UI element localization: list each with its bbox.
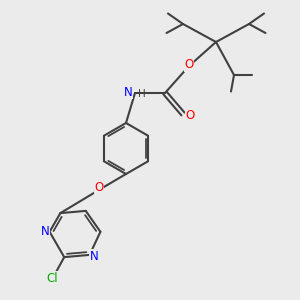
Text: O: O	[186, 109, 195, 122]
Text: N: N	[124, 86, 133, 99]
Text: N: N	[41, 225, 50, 238]
Text: Cl: Cl	[46, 272, 58, 285]
Text: O: O	[94, 181, 103, 194]
Text: O: O	[184, 58, 194, 71]
Text: N: N	[90, 250, 98, 263]
Text: H: H	[138, 89, 146, 99]
